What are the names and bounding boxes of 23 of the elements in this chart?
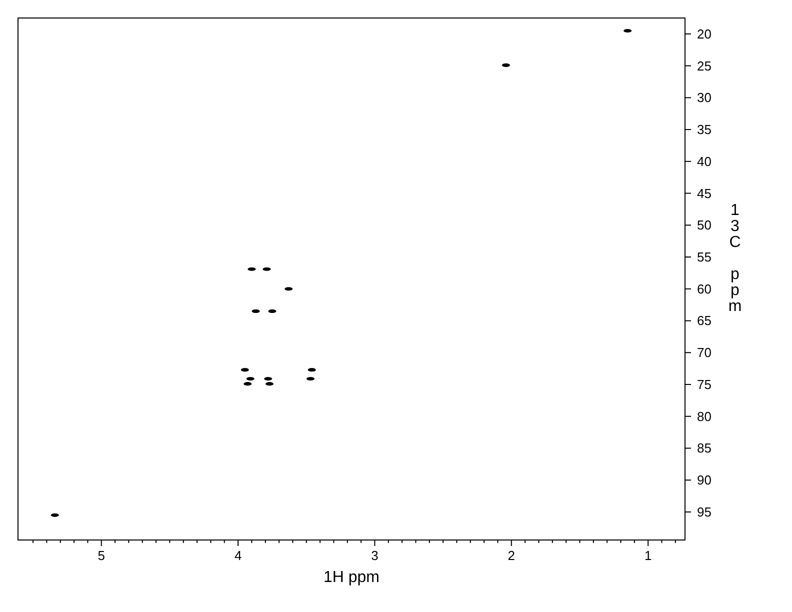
y-tick-label: 40 [697,154,712,169]
y-tick-label: 85 [697,440,712,456]
y-tick-label: 75 [697,376,712,392]
y-tick-label: 90 [697,472,712,488]
x-tick-label: 1 [644,548,652,563]
x-tick-label: 5 [98,548,105,563]
y-tick-label: 30 [697,90,712,106]
y-tick-label: 45 [697,186,712,201]
y-tick-label: 60 [697,281,712,296]
y-tick-label: 35 [697,122,712,138]
y-tick-label: 80 [697,408,712,424]
x-tick-label: 4 [234,548,242,563]
x-tick-label: 2 [508,548,516,563]
y-tick-label: 65 [697,313,712,328]
y-tick-label: 25 [697,58,712,74]
y-axis-title: 13C ppm [728,202,742,315]
x-axis-title: 1H ppm [323,569,380,586]
y-tick-label: 95 [697,504,712,520]
y-tick-label: 70 [697,345,712,360]
y-tick-label: 55 [697,250,712,265]
y-tick-label: 20 [697,26,712,42]
x-tick-label: 3 [371,548,378,563]
y-tick-label: 50 [697,218,712,233]
